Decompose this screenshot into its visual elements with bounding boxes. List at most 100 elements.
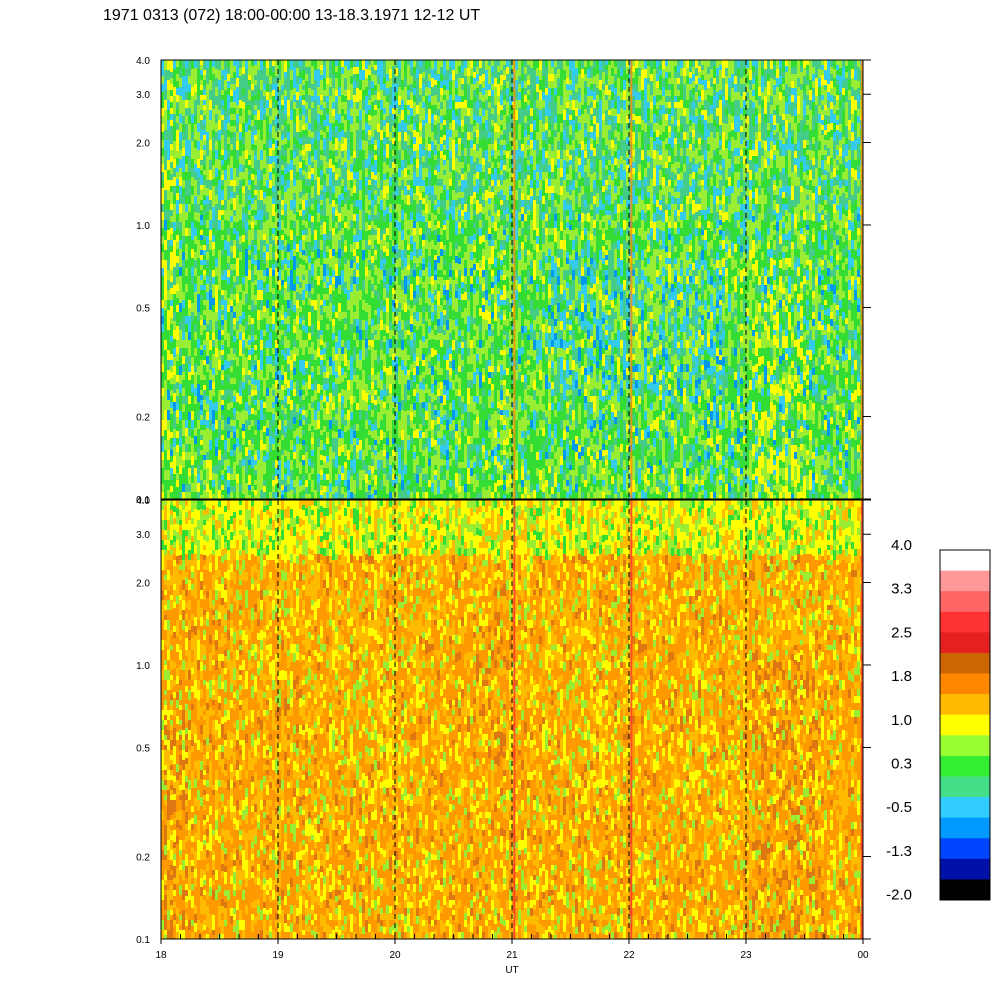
- spectrogram-cell: [311, 258, 314, 264]
- spectrogram-cell: [224, 100, 227, 110]
- spectrogram-cell: [176, 319, 179, 326]
- spectrogram-cell: [281, 95, 284, 100]
- spectrogram-cell: [362, 340, 365, 350]
- spectrogram-cell: [206, 300, 209, 308]
- spectrogram-cell: [359, 250, 362, 260]
- spectrogram-cell: [203, 100, 206, 105]
- spectrogram-cell: [173, 303, 176, 312]
- spectrogram-cell: [260, 440, 263, 450]
- spectrogram-cell: [248, 370, 251, 376]
- spectrogram-cell: [371, 277, 374, 284]
- spectrogram-cell: [251, 126, 254, 132]
- spectrogram-cell: [335, 186, 338, 192]
- spectrogram-cell: [242, 431, 245, 442]
- spectrogram-cell: [236, 123, 239, 132]
- spectrogram-cell: [395, 156, 398, 164]
- spectrogram-cell: [326, 234, 329, 240]
- spectrogram-cell: [269, 276, 272, 284]
- spectrogram-cell: [230, 156, 233, 162]
- spectrogram-cell: [185, 404, 188, 416]
- spectrogram-cell: [386, 67, 389, 74]
- spectrogram-cell: [242, 438, 245, 446]
- spectrogram-cell: [209, 270, 212, 280]
- spectrogram-cell: [227, 137, 230, 144]
- spectrogram-cell: [404, 492, 407, 499]
- spectrogram-cell: [224, 190, 227, 200]
- spectrogram-cell: [311, 396, 314, 405]
- spectrogram-cell: [389, 429, 392, 441]
- spectrogram-cell: [248, 305, 251, 310]
- spectrogram-cell: [257, 140, 260, 150]
- spectrogram-cell: [290, 300, 293, 310]
- spectrogram-cell: [278, 270, 281, 280]
- spectrogram-cell: [209, 380, 212, 398]
- spectrogram-cell: [392, 90, 395, 96]
- spectrogram-cell: [278, 190, 281, 200]
- spectrogram-cell: [356, 144, 359, 151]
- spectrogram-cell: [212, 480, 215, 493]
- spectrogram-cell: [263, 84, 266, 90]
- spectrogram-cell: [266, 196, 269, 204]
- spectrogram-cell: [281, 145, 284, 150]
- spectrogram-cell: [173, 258, 176, 267]
- spectrogram-cell: [260, 70, 263, 80]
- spectrogram-cell: [221, 95, 224, 100]
- spectrogram-cell: [353, 333, 356, 340]
- spectrogram-cell: [182, 372, 185, 380]
- spectrogram-cell: [326, 114, 329, 120]
- spectrogram-cell: [308, 368, 311, 378]
- spectrogram-cell: [398, 330, 401, 339]
- spectrogram-cell: [281, 240, 284, 245]
- spectrogram-cell: [263, 306, 266, 312]
- spectrogram-cell: [233, 90, 236, 96]
- spectrogram-cell: [401, 140, 404, 150]
- spectrogram-cell: [266, 372, 269, 383]
- spectrogram-cell: [368, 190, 371, 195]
- spectrogram-cell: [353, 74, 356, 81]
- spectrogram-cell: [182, 260, 185, 268]
- spectrogram-cell: [383, 348, 386, 357]
- spectrogram-cell: [374, 85, 377, 90]
- spectrogram-cell: [227, 319, 230, 326]
- spectrogram-cell: [353, 305, 356, 312]
- spectrogram-cell: [401, 70, 404, 80]
- spectrogram-cell: [236, 312, 239, 321]
- spectrogram-cell: [239, 124, 242, 132]
- spectrogram-cell: [392, 102, 395, 108]
- spectrogram-cell: [203, 200, 206, 205]
- spectrogram-cell: [182, 124, 185, 132]
- spectrogram-cell: [278, 170, 281, 180]
- spectrogram-cell: [302, 140, 305, 145]
- spectrogram-cell: [185, 436, 188, 444]
- spectrogram-cell: [263, 108, 266, 114]
- spectrogram-cell: [356, 228, 359, 235]
- spectrogram-cell: [263, 240, 266, 246]
- spectrogram-cell: [245, 87, 248, 96]
- spectrogram-cell: [221, 135, 224, 140]
- spectrogram-cell: [215, 294, 218, 303]
- spectrogram-cell: [302, 90, 305, 95]
- spectrogram-cell: [281, 150, 284, 155]
- spectrogram-cell: [335, 192, 338, 198]
- spectrogram-cell: [275, 324, 278, 332]
- spectrogram-cell: [254, 290, 257, 295]
- spectrogram-cell: [257, 110, 260, 120]
- spectrogram-cell: [170, 288, 173, 294]
- spectrogram-cell: [344, 96, 347, 102]
- spectrogram-cell: [254, 70, 257, 75]
- spectrogram-cell: [200, 150, 203, 155]
- spectrogram-cell: [320, 245, 323, 250]
- spectrogram-cell: [179, 132, 182, 141]
- spectrogram-cell: [242, 74, 245, 81]
- spectrogram-cell: [254, 325, 257, 330]
- spectrogram-cell: [314, 360, 317, 371]
- spectrogram-cell: [317, 60, 320, 69]
- spectrogram-cell: [290, 450, 293, 465]
- spectrogram-cell: [392, 120, 395, 126]
- spectrogram-cell: [401, 330, 404, 340]
- spectrogram-cell: [308, 256, 311, 263]
- spectrogram-cell: [287, 196, 290, 204]
- spectrogram-cell: [359, 60, 362, 70]
- spectrogram-cell: [236, 429, 239, 445]
- spectrogram-cell: [320, 215, 323, 220]
